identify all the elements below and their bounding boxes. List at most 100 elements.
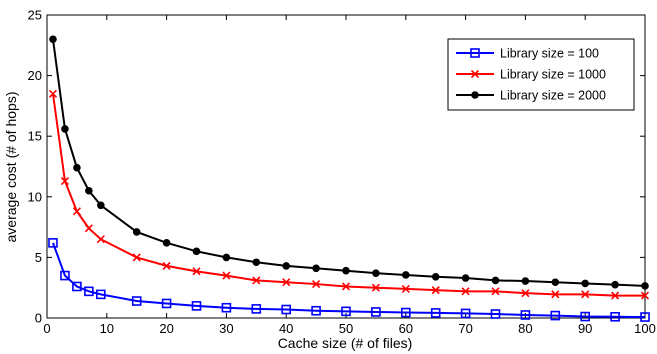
data-point-stroke [96,235,105,244]
data-point [581,290,590,299]
data-point [48,238,58,248]
data-point [611,291,620,300]
data-point [84,286,94,297]
data-point [221,302,232,313]
data-point [461,274,470,282]
legend-label: Library size = 100 [500,47,599,61]
data-point [192,247,201,256]
data-point [252,258,261,267]
data-point [132,253,141,262]
data-point [161,298,172,309]
data-point [400,307,411,318]
data-point [371,307,381,317]
data-point [460,308,471,319]
data-point [640,312,650,322]
data-point [580,311,591,322]
axis-ticks: 0 10 20 30 40 50 60 70 80 90 100 0 5 10 15 20 25 [28,8,656,337]
data-point-stroke [84,224,93,233]
y-tick-label: 15 [28,129,42,144]
x-tick-label: 20 [159,321,173,336]
data-point [461,287,470,296]
data-point [581,279,590,288]
legend-item: Library size = 2000 [456,89,606,103]
data-point [251,304,262,314]
data-point-stroke [521,289,530,298]
x-tick-label: 60 [399,321,413,336]
data-point [430,308,441,318]
legend-item: Library size = 1000 [456,68,606,82]
legend-label: Library size = 1000 [500,68,606,82]
y-axis-label: average cost (# of hops) [3,92,19,243]
data-point [97,201,105,210]
data-point-stroke [371,283,380,292]
data-point-stroke [72,207,81,216]
data-point [72,281,82,292]
data-point [282,278,291,287]
legend-swatch-marker [471,91,479,99]
data-point-stroke [461,287,470,296]
data-point [72,207,81,216]
data-point [401,284,410,293]
data-point [641,282,649,290]
x-axis-label: Cache size (# of files) [278,335,413,351]
data-point [61,125,69,133]
series-layer [48,35,650,322]
series-3 [49,35,649,290]
data-point [60,176,70,186]
y-tick-label: 0 [35,311,42,326]
y-tick-label: 5 [35,250,42,265]
data-point [551,278,560,287]
x-tick-label: 50 [339,321,353,336]
x-tick-label: 40 [279,321,293,336]
data-point [85,186,93,195]
data-point [191,301,202,311]
legend-box [447,38,635,111]
legend-item: Library size = 100 [456,47,599,61]
data-point [402,271,410,279]
legend-swatch-marker [470,69,480,79]
data-point [281,304,292,315]
y-tick-label: 25 [28,8,42,23]
x-tick-label: 90 [578,321,592,336]
data-point-stroke [60,176,70,186]
data-point [341,282,351,291]
data-point [491,276,500,285]
data-point-stroke [491,287,500,296]
series-1 [48,238,650,322]
legend-swatch-marker-stroke [470,69,480,79]
x-tick-label: 100 [634,321,656,336]
data-point-stroke [252,276,261,285]
data-point [611,280,619,289]
data-point-stroke [611,291,620,300]
data-point-stroke [162,261,171,270]
data-point [84,224,93,233]
data-point [48,89,58,98]
data-point [282,262,291,270]
data-point [222,253,231,262]
data-point [431,272,440,281]
data-point [73,163,81,172]
data-point [60,270,70,281]
data-point [162,261,171,270]
data-point [312,279,321,289]
data-point [192,267,201,276]
data-point [550,310,561,321]
x-tick-label: 10 [100,321,114,336]
data-point [521,289,530,298]
legend: Library size = 100 Library size = 1000 Lib… [447,38,635,111]
data-point [162,239,171,247]
data-point [431,286,440,295]
data-point [551,290,560,299]
series-2 [48,89,650,300]
data-point [341,306,351,317]
data-point-stroke [48,89,58,98]
data-point [312,264,320,273]
data-point-stroke [551,290,560,299]
x-tick-label: 80 [518,321,532,336]
data-point-stroke [341,282,351,291]
data-point [252,276,261,285]
data-point-stroke [312,279,321,289]
data-point [640,291,650,300]
data-point [132,228,141,236]
